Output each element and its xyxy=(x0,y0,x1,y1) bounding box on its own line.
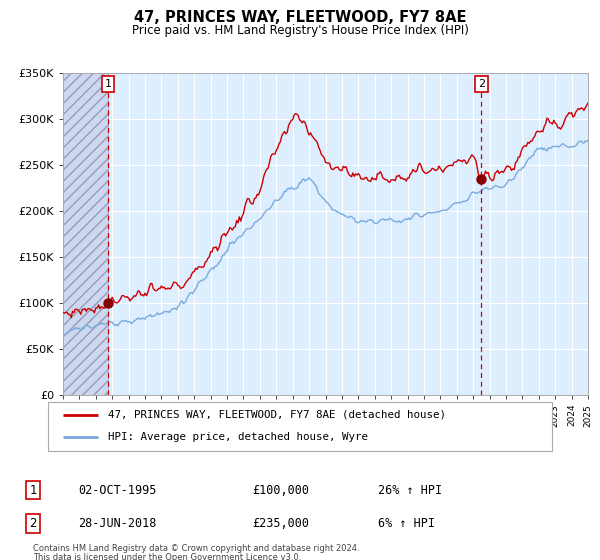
Text: 2: 2 xyxy=(29,517,37,530)
Text: 47, PRINCES WAY, FLEETWOOD, FY7 8AE (detached house): 47, PRINCES WAY, FLEETWOOD, FY7 8AE (det… xyxy=(109,410,446,420)
Text: £235,000: £235,000 xyxy=(252,517,309,530)
Text: £100,000: £100,000 xyxy=(252,483,309,497)
Text: 6% ↑ HPI: 6% ↑ HPI xyxy=(378,517,435,530)
Text: 2: 2 xyxy=(478,79,485,89)
Text: 28-JUN-2018: 28-JUN-2018 xyxy=(78,517,157,530)
Text: 1: 1 xyxy=(104,79,112,89)
Text: HPI: Average price, detached house, Wyre: HPI: Average price, detached house, Wyre xyxy=(109,432,368,442)
Text: 47, PRINCES WAY, FLEETWOOD, FY7 8AE: 47, PRINCES WAY, FLEETWOOD, FY7 8AE xyxy=(134,10,466,25)
Text: Contains HM Land Registry data © Crown copyright and database right 2024.: Contains HM Land Registry data © Crown c… xyxy=(33,544,359,553)
FancyBboxPatch shape xyxy=(48,402,552,451)
Text: This data is licensed under the Open Government Licence v3.0.: This data is licensed under the Open Gov… xyxy=(33,553,301,560)
Text: Price paid vs. HM Land Registry's House Price Index (HPI): Price paid vs. HM Land Registry's House … xyxy=(131,24,469,36)
Text: 26% ↑ HPI: 26% ↑ HPI xyxy=(378,483,442,497)
Text: 02-OCT-1995: 02-OCT-1995 xyxy=(78,483,157,497)
Bar xyxy=(63,73,108,395)
Text: 1: 1 xyxy=(29,483,37,497)
